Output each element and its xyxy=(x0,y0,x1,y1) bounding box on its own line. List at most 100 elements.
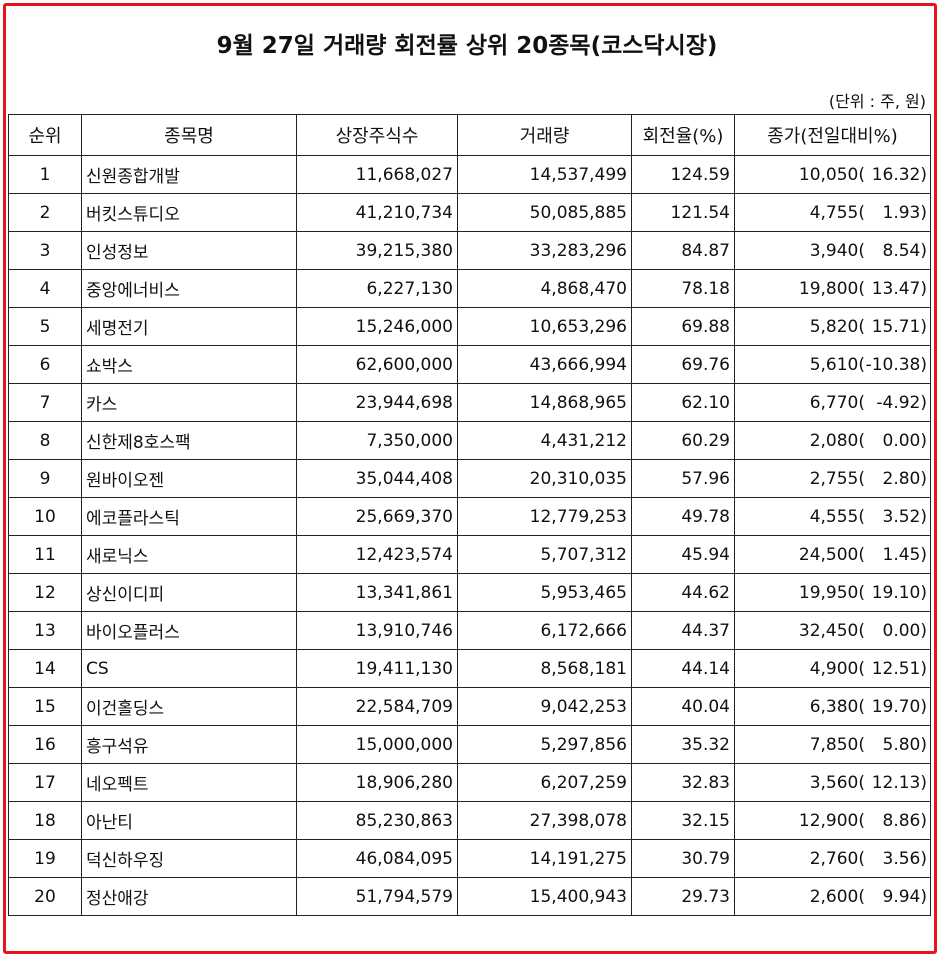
change-percent: 19.10) xyxy=(871,582,927,603)
turnover-cell: 84.87 xyxy=(631,231,735,270)
volume-cell: 10,653,296 xyxy=(457,307,632,346)
table-row: 13 바이오플러스 13,910,746 6,172,666 44.37 32,450(0… xyxy=(8,611,931,650)
volume-cell: 14,537,499 xyxy=(457,155,632,194)
turnover-cell: 30.79 xyxy=(631,839,735,878)
listed-shares-cell: 85,230,863 xyxy=(296,801,458,840)
rank-cell: 8 xyxy=(8,421,82,460)
close-price: 24,500( xyxy=(798,544,865,565)
turnover-cell: 32.15 xyxy=(631,801,735,840)
close-price: 2,755( xyxy=(809,468,865,489)
rank-cell: 14 xyxy=(8,649,82,688)
change-percent: -10.38) xyxy=(865,354,927,375)
rank-cell: 13 xyxy=(8,611,82,650)
listed-shares-cell: 7,350,000 xyxy=(296,421,458,460)
table-row: 4 중앙에너비스 6,227,130 4,868,470 78.18 19,800(13.… xyxy=(8,269,931,308)
rank-cell: 15 xyxy=(8,687,82,726)
close-price-cell: 32,450(0.00) xyxy=(734,611,931,650)
close-price-cell: 3,940( 8.54) xyxy=(734,231,931,270)
listed-shares-cell: 6,227,130 xyxy=(296,269,458,308)
change-percent: 8.54) xyxy=(882,240,927,261)
table-row: 16 흥구석유 15,000,000 5,297,856 35.32 7,850( 5.80… xyxy=(8,725,931,764)
volume-cell: 8,568,181 xyxy=(457,649,632,688)
header-shares: 상장주식수 xyxy=(296,114,458,156)
close-price: 10,050( xyxy=(798,164,865,185)
table-row: 8 신한제8호스팩 7,350,000 4,431,212 60.29 2,080(0.0… xyxy=(8,421,931,460)
turnover-cell: 121.54 xyxy=(631,193,735,232)
close-price: 19,950( xyxy=(798,582,865,603)
change-percent: 1.93) xyxy=(882,202,927,223)
listed-shares-cell: 39,215,380 xyxy=(296,231,458,270)
close-price-cell: 4,555(3.52) xyxy=(734,497,931,536)
volume-cell: 5,297,856 xyxy=(457,725,632,764)
change-percent: 2.80) xyxy=(882,468,927,489)
turnover-cell: 35.32 xyxy=(631,725,735,764)
close-price-cell: 3,560(12.13) xyxy=(734,763,931,802)
rank-cell: 20 xyxy=(8,877,82,916)
stock-name-cell: 흥구석유 xyxy=(81,725,297,764)
stock-name-cell: 아난티 xyxy=(81,801,297,840)
volume-cell: 43,666,994 xyxy=(457,345,632,384)
close-price: 2,760( xyxy=(809,848,865,869)
close-price-cell: 5,820(15.71) xyxy=(734,307,931,346)
volume-cell: 33,283,296 xyxy=(457,231,632,270)
listed-shares-cell: 46,084,095 xyxy=(296,839,458,878)
close-price-cell: 2,600(9.94) xyxy=(734,877,931,916)
listed-shares-cell: 35,044,408 xyxy=(296,459,458,498)
turnover-cell: 69.76 xyxy=(631,345,735,384)
table-row: 6 쇼박스 62,600,000 43,666,994 69.76 5,610(-10.3… xyxy=(8,345,931,384)
rank-cell: 19 xyxy=(8,839,82,878)
volume-cell: 14,868,965 xyxy=(457,383,632,422)
volume-cell: 50,085,885 xyxy=(457,193,632,232)
rank-cell: 9 xyxy=(8,459,82,498)
volume-cell: 12,779,253 xyxy=(457,497,632,536)
stock-name-cell: 덕신하우징 xyxy=(81,839,297,878)
close-price: 4,555( xyxy=(809,506,865,527)
rank-cell: 10 xyxy=(8,497,82,536)
unit-note: (단위 : 주, 원) xyxy=(828,92,926,111)
close-price: 6,380( xyxy=(809,696,865,717)
turnover-table: 순위 종목명 상장주식수 거래량 회전율(%) 종가(전일대비%) 1 신원종합개… xyxy=(8,114,931,916)
turnover-cell: 57.96 xyxy=(631,459,735,498)
rank-cell: 3 xyxy=(8,231,82,270)
rank-cell: 6 xyxy=(8,345,82,384)
stock-name-cell: 에코플라스틱 xyxy=(81,497,297,536)
stock-name-cell: CS xyxy=(81,649,297,688)
rank-cell: 16 xyxy=(8,725,82,764)
close-price-cell: 5,610(-10.38) xyxy=(734,345,931,384)
table-row: 20 정산애강 51,794,579 15,400,943 29.73 2,600(9.9… xyxy=(8,877,931,916)
volume-cell: 4,431,212 xyxy=(457,421,632,460)
close-price-cell: 6,770(-4.92) xyxy=(734,383,931,422)
close-price: 4,755( xyxy=(809,202,865,223)
stock-name-cell: 세명전기 xyxy=(81,307,297,346)
turnover-cell: 62.10 xyxy=(631,383,735,422)
change-percent: 0.00) xyxy=(882,620,927,641)
change-percent: 0.00) xyxy=(882,430,927,451)
stock-name-cell: 새로닉스 xyxy=(81,535,297,574)
close-price-cell: 19,950( 19.10) xyxy=(734,573,931,612)
turnover-cell: 32.83 xyxy=(631,763,735,802)
listed-shares-cell: 25,669,370 xyxy=(296,497,458,536)
stock-name-cell: 쇼박스 xyxy=(81,345,297,384)
table-row: 9 원바이오젠 35,044,408 20,310,035 57.96 2,755(2.8… xyxy=(8,459,931,498)
change-percent: 5.80) xyxy=(882,734,927,755)
turnover-cell: 44.14 xyxy=(631,649,735,688)
stock-name-cell: 정산애강 xyxy=(81,877,297,916)
close-price-cell: 2,755( 2.80) xyxy=(734,459,931,498)
rank-cell: 18 xyxy=(8,801,82,840)
stock-name-cell: 신한제8호스팩 xyxy=(81,421,297,460)
volume-cell: 15,400,943 xyxy=(457,877,632,916)
turnover-cell: 44.62 xyxy=(631,573,735,612)
change-percent: 8.86) xyxy=(882,810,927,831)
volume-cell: 4,868,470 xyxy=(457,269,632,308)
close-price: 5,820( xyxy=(809,316,865,337)
close-price: 7,850( xyxy=(809,734,865,755)
listed-shares-cell: 11,668,027 xyxy=(296,155,458,194)
volume-cell: 9,042,253 xyxy=(457,687,632,726)
listed-shares-cell: 15,000,000 xyxy=(296,725,458,764)
close-price: 4,900( xyxy=(809,658,865,679)
close-price: 3,940( xyxy=(809,240,865,261)
close-price-cell: 2,080(0.00) xyxy=(734,421,931,460)
header-close: 종가(전일대비%) xyxy=(734,114,931,156)
rank-cell: 1 xyxy=(8,155,82,194)
table-row: 10 에코플라스틱 25,669,370 12,779,253 49.78 4,555(3… xyxy=(8,497,931,536)
